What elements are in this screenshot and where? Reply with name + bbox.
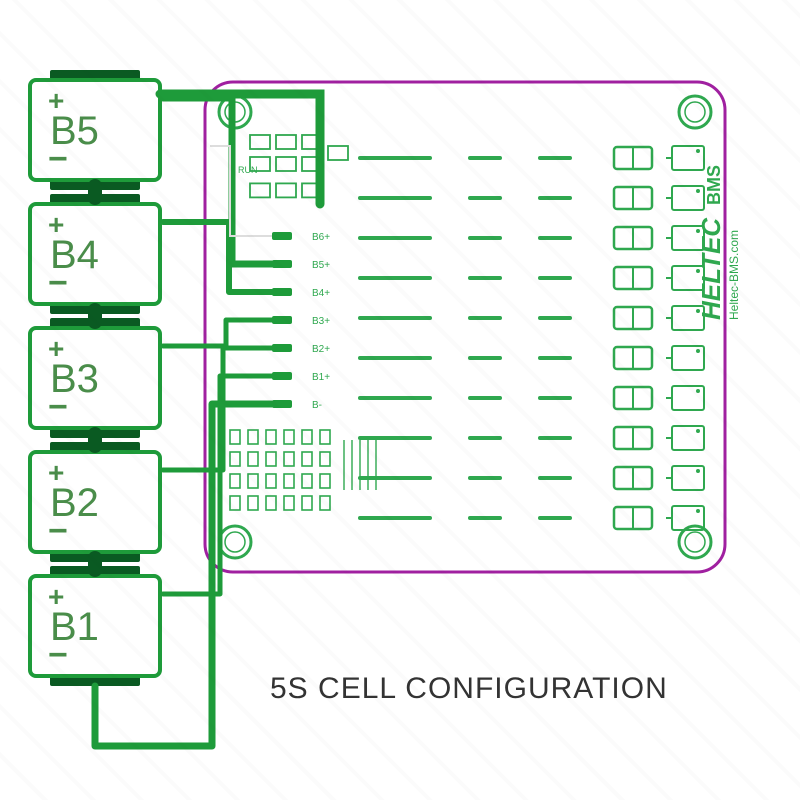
pad-label: B4+ (312, 288, 330, 299)
smd-footprint (276, 135, 296, 149)
smd-footprint (250, 183, 270, 197)
pad-label: B- (312, 400, 322, 411)
mounting-hole (679, 96, 711, 128)
pad-label: B5+ (312, 260, 330, 271)
balance-wire (163, 320, 272, 346)
balance-wire (163, 376, 272, 594)
smd-footprint (276, 183, 296, 197)
smd-footprint (284, 474, 294, 488)
brand-sub: BMS (704, 165, 724, 205)
smd-footprint (284, 430, 294, 444)
smd-footprint (230, 496, 240, 510)
diagram-title: 5S CELL CONFIGURATION (270, 672, 668, 706)
smd-footprint (320, 430, 330, 444)
smd-footprint (266, 474, 276, 488)
mosfet-pin1-dot (696, 389, 700, 393)
smd-footprint (302, 430, 312, 444)
smd-footprint (230, 452, 240, 466)
brand-name: HELTEC (696, 217, 726, 320)
smd-footprint (328, 146, 348, 160)
smd-footprint (250, 135, 270, 149)
mounting-hole-inner (225, 532, 245, 552)
smd-footprint (284, 496, 294, 510)
smd-footprint (320, 496, 330, 510)
smd-footprint (266, 496, 276, 510)
pad-label: B1+ (312, 372, 330, 383)
mosfet-pin1-dot (696, 469, 700, 473)
mosfet-pin1-dot (696, 509, 700, 513)
balance-wire-pad (272, 344, 292, 352)
mounting-hole-inner (685, 102, 705, 122)
mosfet-pin1-dot (696, 189, 700, 193)
cell-label: B3 (50, 357, 99, 401)
smd-footprint (248, 430, 258, 444)
smd-footprint (320, 452, 330, 466)
cell-label: B2 (50, 481, 99, 525)
smd-footprint (302, 474, 312, 488)
mosfet-pin1-dot (696, 149, 700, 153)
balance-wire-pad (272, 372, 292, 380)
cell-label: B5 (50, 109, 99, 153)
balance-wire-pad (272, 316, 292, 324)
smd-footprint (276, 157, 296, 171)
mounting-hole-inner (685, 532, 705, 552)
balance-wire-pad (272, 232, 292, 240)
pad-label: B3+ (312, 316, 330, 327)
smd-footprint (302, 452, 312, 466)
brand-url: Heltec-BMS.com (727, 230, 741, 320)
balance-wire (163, 222, 272, 292)
smd-footprint (266, 430, 276, 444)
balance-wire (163, 98, 272, 264)
run-label: RUN (238, 165, 258, 175)
pad-label: B2+ (312, 344, 330, 355)
smd-footprint (230, 430, 240, 444)
smd-footprint (248, 496, 258, 510)
smd-footprint (230, 474, 240, 488)
mosfet-pin1-dot (696, 429, 700, 433)
cell-label: B4 (50, 233, 99, 277)
smd-footprint (248, 474, 258, 488)
mounting-hole (219, 526, 251, 558)
smd-footprint (302, 496, 312, 510)
pcb-outline (205, 82, 725, 572)
cell-label: B1 (50, 605, 99, 649)
smd-footprint (320, 474, 330, 488)
mosfet-pin1-dot (696, 349, 700, 353)
smd-footprint (284, 452, 294, 466)
smd-footprint (266, 452, 276, 466)
smd-footprint (248, 452, 258, 466)
pad-label: B6+ (312, 232, 330, 243)
brand-block: HELTEC BMS Heltec-BMS.com (696, 165, 741, 320)
